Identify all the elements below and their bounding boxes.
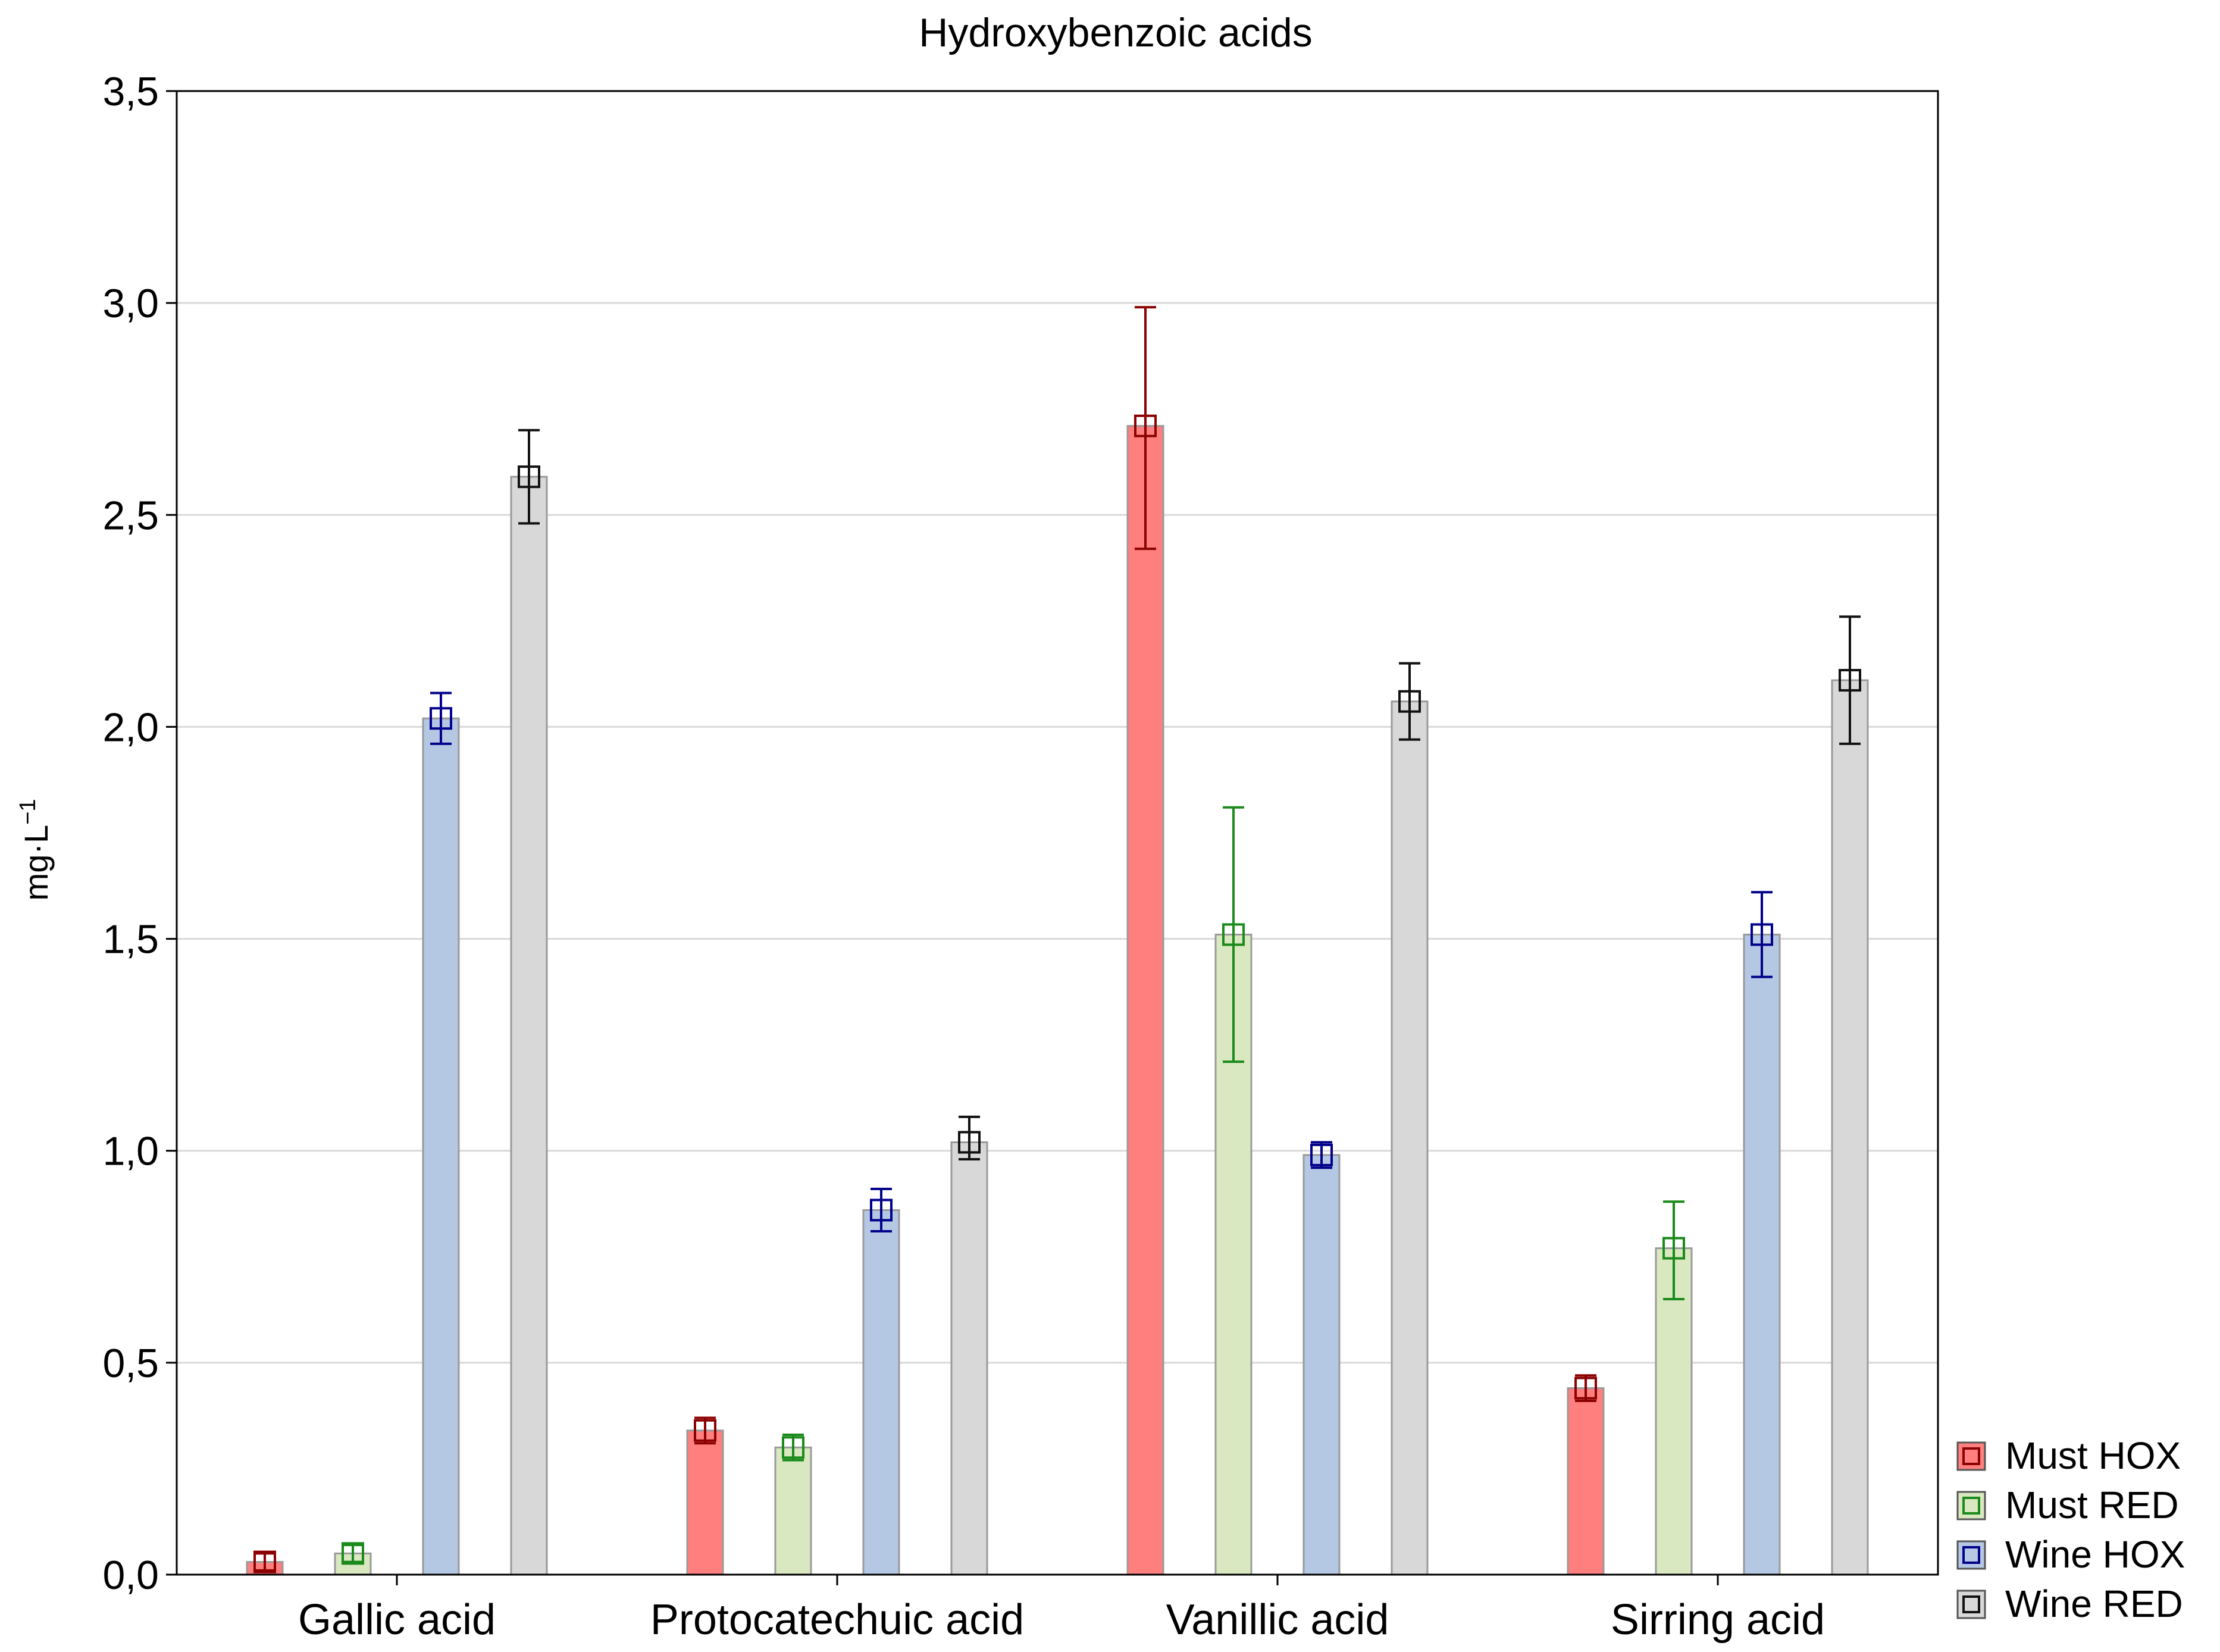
mean-marker [1662,1237,1685,1260]
mean-marker [1839,669,1861,692]
bar [1126,425,1164,1576]
y-tick-label: 0,0 [102,1553,159,1598]
legend-swatch [1956,1540,1986,1570]
legend-marker [1962,1447,1980,1465]
y-tick-label: 2,0 [102,705,159,750]
mean-marker [782,1436,804,1459]
svg-text:mg·L−1: mg·L−1 [15,799,55,901]
y-axis-label: mg·L−1 [15,799,55,901]
error-bars [253,306,1861,1573]
x-tick-label: Sirring acid [1611,1596,1825,1644]
x-axis: Gallic acid Protocatechuic acid Vanillic a… [298,1575,1825,1644]
legend-label: Wine RED [2005,1582,2183,1625]
x-tick-label: Gallic acid [298,1596,496,1644]
mean-marker [518,465,540,489]
bars [246,425,1869,1576]
legend-marker [1962,1595,1980,1613]
bar [1567,1387,1605,1576]
y-tick-label: 1,0 [102,1129,159,1174]
bar [774,1446,812,1576]
plot-frame [176,90,1939,1576]
bar [510,475,548,1576]
bar [950,1141,988,1576]
y-tick-label: 0,5 [102,1341,159,1386]
bar [1743,933,1781,1576]
legend-label: Must RED [2005,1484,2179,1526]
legend-swatch [1956,1590,1986,1619]
legend-swatch [1956,1491,1986,1520]
mean-marker [1751,923,1773,946]
legend-marker [1962,1497,1980,1515]
legend-label: Wine HOX [2005,1533,2185,1576]
bar [862,1209,900,1576]
y-axis-label-text: mg·L [17,825,55,901]
y-tick-label: 2,5 [102,493,159,538]
mean-marker [1134,414,1157,437]
chart-title: Hydroxybenzoic acids [919,10,1312,55]
legend-swatch [1956,1441,1986,1471]
legend-marker [1962,1546,1980,1564]
mean-marker [342,1542,364,1565]
mean-marker [1398,690,1421,713]
gridlines [177,302,1938,1364]
mean-marker [958,1131,981,1154]
mean-marker [1574,1376,1597,1400]
mean-marker [1310,1143,1333,1166]
y-axis: 0,0 0,5 1,0 1,5 2,0 2,5 3,0 3,5 [102,69,177,1598]
y-tick-label: 1,5 [102,917,159,962]
legend: Must HOX Must RED Wine HOX Wine RED [1956,1434,2185,1625]
bar [1302,1154,1341,1576]
bar [1391,700,1429,1576]
mean-marker [430,707,452,730]
legend-label: Must HOX [2005,1434,2181,1477]
bar [422,717,460,1576]
mean-marker [253,1550,276,1573]
x-tick-label: Vanillic acid [1166,1596,1389,1644]
y-tick-label: 3,5 [102,69,159,114]
mean-marker [1222,923,1245,946]
mean-marker [870,1199,893,1222]
bar [686,1429,724,1576]
bar [1831,679,1869,1576]
mean-marker [694,1419,716,1442]
x-tick-label: Protocatechuic acid [650,1596,1024,1644]
y-tick-label: 3,0 [102,281,159,326]
y-axis-label-exponent: −1 [15,799,40,825]
